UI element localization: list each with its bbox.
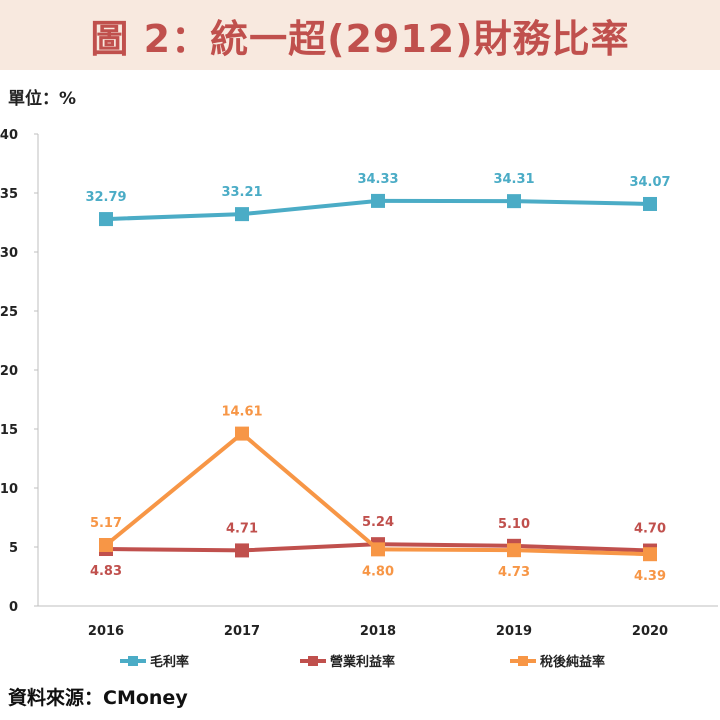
data-label: 4.73 [498, 565, 530, 580]
data-label: 4.80 [362, 564, 394, 579]
data-label: 4.71 [226, 521, 258, 536]
x-tick-label: 2020 [632, 624, 668, 639]
y-tick-label: 25 [0, 305, 18, 320]
y-tick-label: 30 [0, 246, 18, 261]
data-label: 4.70 [634, 522, 666, 537]
source-note: 資料來源：CMoney [8, 687, 188, 709]
data-label: 34.31 [493, 172, 534, 187]
y-tick-label: 5 [9, 541, 18, 556]
chart-title: 圖 2：統一超(2912)財務比率 [90, 16, 630, 61]
legend-swatch-marker [518, 656, 528, 666]
chart-axes: 0 5 10 15 20 25 30 35 40 2016 2017 2018 2019 2020 [0, 128, 718, 639]
data-label: 4.83 [90, 564, 122, 579]
y-tick-label: 0 [9, 600, 18, 615]
y-tick-label: 20 [0, 364, 18, 379]
data-label: 5.24 [362, 515, 394, 530]
data-label: 5.10 [498, 517, 530, 532]
title-banner: 圖 2：統一超(2912)財務比率 [0, 0, 720, 70]
data-point [507, 194, 521, 209]
chart-legend: 毛利率 營業利益率 稅後純益率 [120, 654, 605, 670]
data-point [507, 543, 521, 558]
legend-item: 毛利率 [120, 654, 189, 670]
data-labels: 32.79 33.21 34.33 34.31 34.07 4.83 4.71 5.24 5.1… [85, 172, 670, 584]
data-point [99, 537, 113, 552]
series-line-3 [104, 431, 651, 557]
data-label: 4.39 [634, 569, 666, 584]
data-point [235, 426, 249, 441]
y-tick-label: 40 [0, 128, 18, 143]
data-point [643, 196, 657, 211]
y-tick-label: 35 [0, 187, 18, 202]
data-label: 14.61 [221, 405, 262, 420]
data-label: 34.07 [629, 175, 670, 190]
data-point [371, 542, 385, 557]
legend-label: 毛利率 [150, 654, 189, 670]
legend-label: 稅後純益率 [540, 654, 605, 670]
data-label: 34.33 [357, 172, 398, 187]
line-chart: 0 5 10 15 20 25 30 35 40 2016 2017 2018 2019 2020 32.… [0, 128, 718, 670]
series-lines [99, 193, 657, 562]
x-tick-label: 2019 [496, 624, 532, 639]
legend-item: 稅後純益率 [510, 654, 605, 670]
x-tick-label: 2016 [88, 624, 124, 639]
legend-label: 營業利益率 [330, 654, 395, 670]
data-label: 33.21 [221, 185, 262, 200]
data-point [643, 547, 657, 562]
data-label: 32.79 [85, 190, 126, 205]
y-tick-label: 15 [0, 423, 18, 438]
unit-label: 單位：% [8, 89, 77, 109]
legend-swatch-marker [308, 656, 318, 666]
x-tick-label: 2017 [224, 624, 260, 639]
legend-item: 營業利益率 [300, 654, 395, 670]
data-label: 5.17 [90, 516, 122, 531]
data-point [371, 193, 385, 208]
y-tick-label: 10 [0, 482, 18, 497]
data-point [99, 212, 113, 227]
x-tick-label: 2018 [360, 624, 396, 639]
data-point [235, 207, 249, 222]
data-point [235, 543, 249, 558]
legend-swatch-marker [128, 656, 138, 666]
